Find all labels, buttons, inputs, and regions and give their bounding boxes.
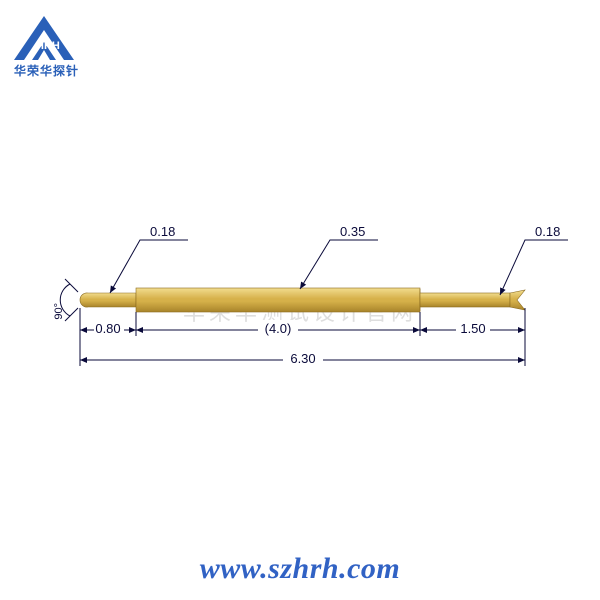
footer-url: www.szhrh.com	[0, 552, 600, 586]
angle-label: 90°	[53, 303, 65, 320]
leader-mid	[300, 240, 378, 289]
page-root: HRH 华荣华探针 华荣华测试设计官网	[0, 0, 600, 600]
pin-tail-fork	[510, 290, 525, 310]
pin-left-tip	[80, 293, 136, 307]
dim-left-label: 0.80	[95, 321, 120, 336]
leader-right	[500, 240, 568, 295]
pin-right-shaft	[420, 293, 510, 307]
pin-barrel	[136, 288, 420, 312]
dia-left-label: 0.18	[150, 224, 175, 239]
dia-right-label: 0.18	[535, 224, 560, 239]
dim-mid-label: (4.0)	[265, 321, 292, 336]
dia-mid-label: 0.35	[340, 224, 365, 239]
dim-total-label: 6.30	[290, 351, 315, 366]
dim-right-label: 1.50	[460, 321, 485, 336]
leader-left	[110, 240, 188, 293]
technical-drawing: 90° 0.18 0.35 0.18 0.80 (4.0) 1.50	[0, 0, 600, 600]
